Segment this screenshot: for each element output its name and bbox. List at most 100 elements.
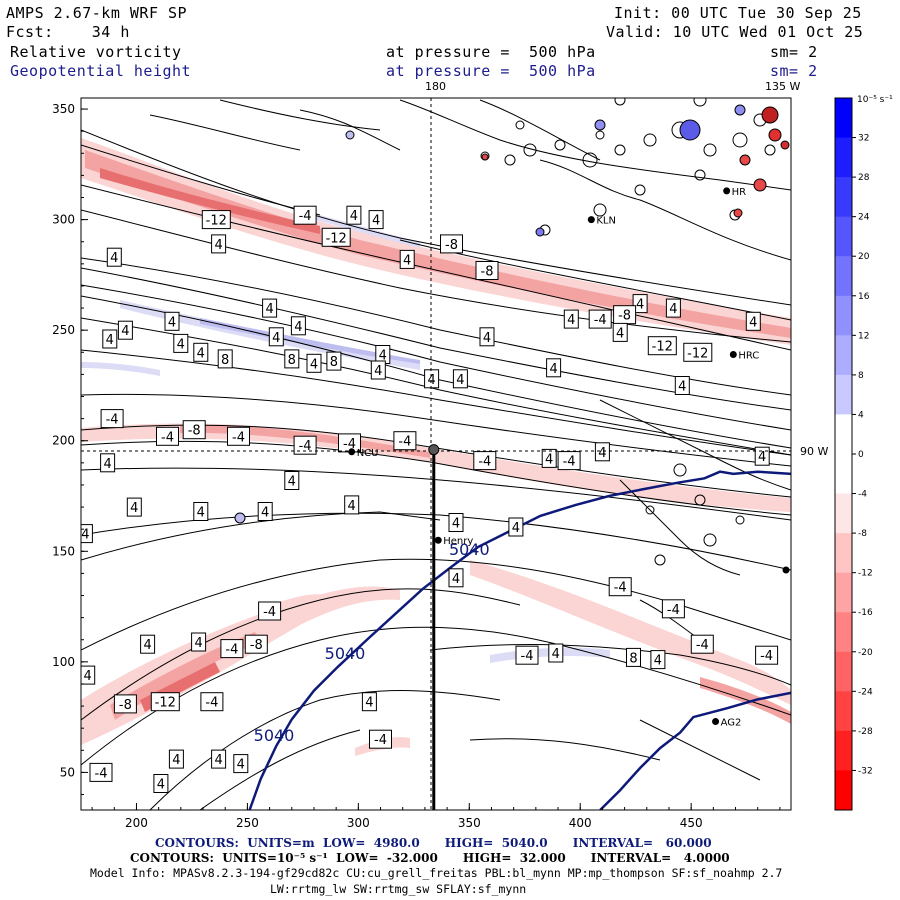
vorticity-label-box: [117, 320, 133, 340]
vorticity-label-box: [39, 312, 53, 330]
colorbar-tick-label: 20: [858, 252, 870, 262]
vorticity-label-box: [508, 517, 524, 537]
colorbar: 32 28 24 20 16 12 8 4 0 -4 -8 -12 -16 -20 -24 -28 -32: [834, 97, 873, 811]
vorticity-label-text: 4: [749, 315, 757, 330]
field2-name: Geopotential height: [10, 62, 192, 80]
vorticity-label: 4: [508, 517, 524, 537]
vorticity-label-box: [608, 577, 632, 597]
vorticity-label-box: [140, 634, 156, 654]
vorticity-label-box: [257, 502, 273, 521]
vorticity-label-text: -4: [95, 766, 108, 781]
vorticity-label: -4: [0, 153, 10, 171]
vorticity-label-box: [424, 369, 440, 389]
vorticity-label-text: -8: [250, 638, 263, 653]
vorticity-label: -4: [258, 601, 282, 621]
station-dot: [587, 216, 595, 224]
vorticity-label-text: -4: [232, 430, 245, 445]
vorticity-label: -12: [150, 692, 180, 712]
field1-level: at pressure = 500 hPa: [386, 43, 596, 61]
vorticity-label-text: 4: [32, 189, 40, 204]
vorticity-label: 4: [745, 311, 761, 331]
vorticity-label-box: [563, 309, 579, 329]
vorticity-label-text: 4: [81, 528, 89, 543]
colorbar-tick-label: 0: [858, 450, 864, 460]
vorticity-label-text: 4: [372, 214, 380, 229]
vorticity-label-box: [557, 451, 581, 471]
vorticity-label: 4: [452, 369, 468, 389]
vorticity-label-box: [106, 247, 122, 267]
vorticity-label-box: [326, 351, 342, 371]
height-contour-info: CONTOURS: UNITS=m LOW= 4980.0 HIGH= 5040…: [155, 836, 712, 850]
vorticity-label-text: 4: [272, 331, 280, 346]
station-marker: NCU: [348, 448, 378, 459]
vorticity-label: -12: [321, 227, 351, 247]
vorticity-label-text: 4: [288, 475, 296, 490]
vorticity-label-text: -4: [478, 455, 491, 470]
vorticity-label: -8: [613, 305, 637, 325]
vorticity-label-text: -4: [343, 437, 356, 452]
vorticity-label: 4: [541, 448, 557, 468]
vorticity-label-box: [182, 420, 206, 440]
vorticity-label: -4: [293, 205, 317, 225]
vorticity-label: 4: [191, 632, 207, 652]
vorticity-label-text: 4: [758, 450, 766, 465]
vorticity-label: -4: [156, 426, 179, 446]
vorticity-label-text: 4: [549, 362, 557, 377]
vorticity-label-text: 4: [84, 669, 92, 684]
x-tick-label: 250: [236, 816, 259, 830]
vorticity-label-box: [346, 205, 362, 225]
x-tick-label: 200: [125, 816, 148, 830]
vorticity-label-text: 4: [46, 373, 54, 388]
vorticity-label-box: [28, 430, 50, 448]
station-dot: [434, 536, 442, 544]
vorticity-label: 4: [612, 322, 628, 342]
vorticity-label-box: [258, 601, 282, 621]
vorticity-label: -8: [440, 234, 463, 254]
vorticity-label: 4: [563, 309, 579, 329]
vorticity-label: 8: [284, 349, 300, 369]
vorticity-label-text: -12: [652, 340, 673, 355]
colorbar-segment: [835, 612, 852, 653]
vorticity-label-text: 4: [598, 446, 606, 461]
vorticity-label: -12: [647, 336, 677, 356]
vorticity-label-box: [233, 754, 249, 774]
vorticity-label-box: [200, 692, 224, 712]
vorticity-label: -8: [113, 694, 137, 714]
vorticity-label-text: 4: [172, 753, 180, 768]
height-label-layer: 5040 5040 5040: [254, 540, 490, 745]
x-tick-label: 400: [569, 816, 592, 830]
station-marker: HR: [723, 187, 746, 198]
vorticity-label-box: [244, 634, 268, 654]
field2-level: at pressure = 500 hPa: [386, 62, 596, 80]
vorticity-label: 4: [30, 186, 44, 204]
vorticity-label-box: [369, 729, 392, 749]
station-label: HRC: [738, 350, 759, 361]
vorticity-label-text: 4: [654, 654, 662, 669]
vorticity-label-box: [546, 358, 562, 378]
y-tick-label: 100: [52, 655, 75, 669]
vorticity-label-text: 4: [143, 638, 151, 653]
vorticity-label-layer: -4-16-8444-12-44-124-8444-84-4-8-12-1244…: [0, 153, 779, 793]
vorticity-label: -4: [690, 634, 714, 654]
vorticity-label-box: [100, 409, 124, 429]
vorticity-label-box: [211, 234, 227, 254]
colorbar-segment: [835, 572, 852, 613]
vorticity-label-text: 4: [365, 696, 373, 711]
x-axis: 200 250 300 350 400 450: [91, 803, 781, 830]
station-label: AG2: [721, 718, 742, 729]
vorticity-label-box: [440, 234, 463, 254]
vorticity-label: -4: [393, 431, 417, 451]
vorticity-label: -8: [244, 634, 268, 654]
vorticity-label: -12: [201, 210, 231, 230]
vorticity-label-text: 4: [237, 758, 245, 773]
vorticity-label-text: 4: [310, 357, 318, 372]
colorbar-tick-label: -20: [858, 648, 873, 658]
vorticity-label-text: -12: [155, 696, 176, 711]
vorticity-label-box: [193, 342, 209, 362]
vorticity-label-text: -4: [696, 638, 709, 653]
vorticity-label-box: [370, 360, 386, 380]
station-dot: [348, 448, 356, 456]
vorticity-label-box: [674, 376, 690, 395]
vorticity-label-text: -4: [225, 643, 238, 658]
height-contour-label: 5040: [449, 540, 490, 559]
